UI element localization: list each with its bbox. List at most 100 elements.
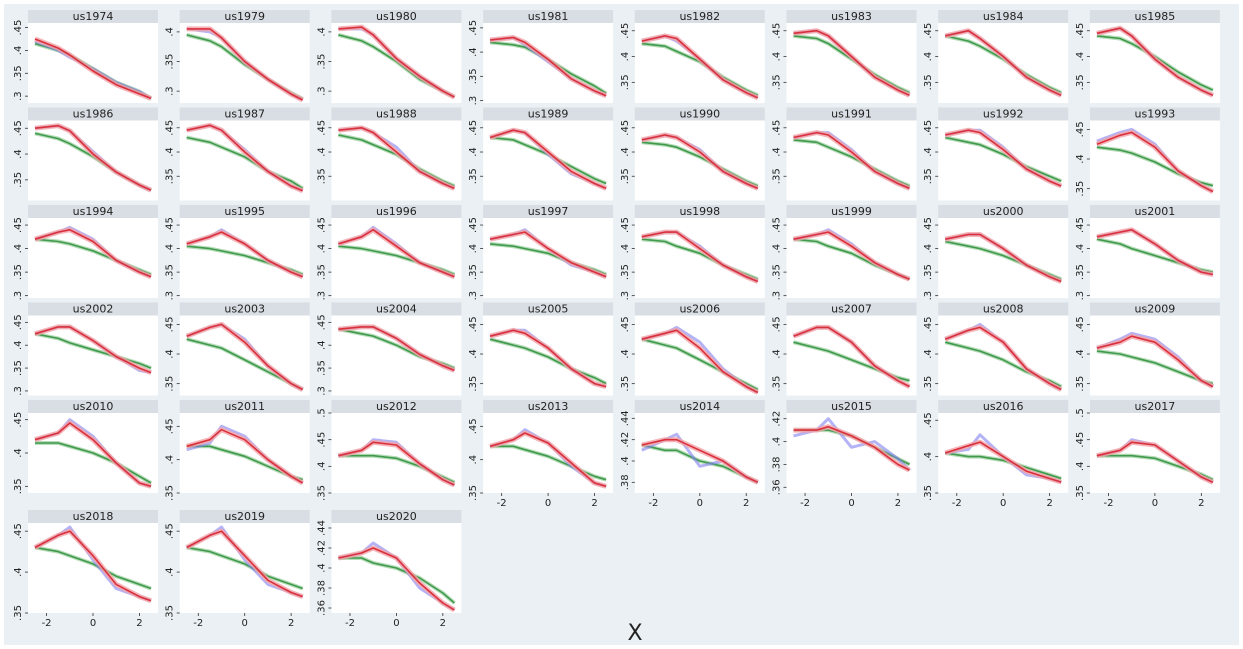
y-tick-label: .4 <box>316 147 327 157</box>
plot-area <box>1089 315 1220 396</box>
series-line <box>793 231 910 280</box>
panel: us2007 .35 .4 .45 <box>772 302 917 396</box>
y-tick-label: .45 <box>923 23 934 39</box>
y-tick-label: .45 <box>13 20 24 36</box>
series-line <box>34 546 152 590</box>
series-line <box>945 452 1062 480</box>
y-tick-label: .45 <box>468 316 479 332</box>
panel: us2004 .3 .35 .4 .45 <box>316 302 462 396</box>
y-tick-label: .45 <box>316 217 327 233</box>
panel-title: us1996 <box>376 205 417 218</box>
x-tick-label: 0 <box>90 618 96 629</box>
y-tick-label: .35 <box>620 376 631 392</box>
panel: us1987 .35 .4 .45 <box>165 107 310 201</box>
y-tick-label: .3 <box>620 291 631 301</box>
strip <box>786 400 917 413</box>
series-line <box>793 425 910 471</box>
y-tick-label: .45 <box>165 217 176 233</box>
panel: us2014 .38 .4 .42 .44 -2 0 2 <box>620 400 765 509</box>
y-tick-label: .3 <box>316 386 327 396</box>
series-line <box>641 338 759 391</box>
y-tick-label: .35 <box>13 360 24 376</box>
y-tick-label: .4 <box>772 52 783 62</box>
x-tick-label: -2 <box>497 498 507 509</box>
plot-area <box>331 218 462 298</box>
x-tick-label: 2 <box>591 498 597 509</box>
y-tick-label: .3 <box>165 291 176 301</box>
y-tick-label: .4 <box>468 147 479 157</box>
y-tick-label: .35 <box>13 65 24 81</box>
y-tick-label: .45 <box>923 120 934 136</box>
y-tick-label: .45 <box>13 412 24 428</box>
y-tick-label: .36 <box>316 600 327 616</box>
panel: us1998 .3 .35 .4 .45 <box>620 205 765 300</box>
panel-title: us2012 <box>376 400 417 413</box>
y-tick-label: .45 <box>165 523 176 539</box>
strip <box>179 302 310 316</box>
strip <box>483 400 614 413</box>
panel: us2015 .36 .38 .4 .42 -2 0 2 <box>772 400 917 509</box>
series-line <box>338 326 455 372</box>
panel: us1986 .35 .4 .45 <box>13 107 158 201</box>
x-tick-label: 2 <box>136 618 142 629</box>
y-tick-label: .4 <box>1075 349 1086 359</box>
y-tick-label: .4 <box>165 567 176 577</box>
x-tick-label: 2 <box>895 498 901 509</box>
y-tick-label: .4 <box>316 563 327 573</box>
strip <box>483 10 614 23</box>
y-tick-label: .45 <box>165 316 176 332</box>
strip <box>786 107 917 121</box>
y-tick-label: .45 <box>468 217 479 233</box>
y-tick-label: .4 <box>13 149 24 159</box>
y-tick-label: .42 <box>620 432 631 448</box>
x-tick-label: 0 <box>242 618 248 629</box>
strip <box>28 10 158 23</box>
series-line <box>945 233 1062 283</box>
series-line <box>338 547 455 611</box>
series-line <box>338 557 455 604</box>
strip <box>331 107 462 121</box>
series-line <box>34 333 152 369</box>
y-tick-label: .3 <box>13 291 24 301</box>
x-tick-label: 0 <box>1152 498 1158 509</box>
x-tick-label: -2 <box>193 618 203 629</box>
series-line <box>793 131 910 190</box>
y-tick-label: .4 <box>13 340 24 350</box>
y-tick-label: .35 <box>923 264 934 280</box>
series-line <box>944 326 1062 391</box>
y-tick-label: .45 <box>772 23 783 39</box>
strip <box>1089 10 1220 23</box>
panel-title: us2010 <box>73 400 114 413</box>
series-line <box>186 136 304 190</box>
strip <box>938 400 1069 413</box>
x-tick-label: 2 <box>288 618 294 629</box>
x-tick-label: 2 <box>1198 498 1204 509</box>
panel: us1997 .3 .35 .4 .45 <box>468 205 614 300</box>
y-tick-label: .35 <box>165 264 176 280</box>
y-tick-label: .45 <box>1075 23 1086 39</box>
panel: us1992 .35 .4 .45 <box>923 107 1069 201</box>
panel-title: us1997 <box>528 205 569 218</box>
y-tick-label: .35 <box>468 68 479 84</box>
panel: us2017 .35 .4 .45 .5 -2 0 2 <box>1075 400 1220 509</box>
y-tick-label: .35 <box>468 376 479 392</box>
series-line <box>1096 146 1214 187</box>
strip <box>786 205 917 218</box>
panel: us2019 .35 .4 .45 -2 0 2 <box>165 510 310 629</box>
panel: us1989 .35 .4 .45 <box>468 107 614 201</box>
y-tick-label: .4 <box>923 244 934 254</box>
panel-title: us2015 <box>831 400 872 413</box>
panel-title: us2002 <box>73 303 114 316</box>
strip <box>483 205 614 218</box>
series-line <box>489 432 607 488</box>
x-tick-label: 0 <box>1000 498 1006 509</box>
y-tick-label: .45 <box>13 120 24 136</box>
y-tick-label: .3 <box>923 291 934 301</box>
y-tick-label: .35 <box>1075 485 1086 501</box>
strip <box>28 510 158 523</box>
y-tick-label: .4 <box>620 52 631 62</box>
y-tick-label: .4 <box>13 244 24 254</box>
y-tick-label: .4 <box>165 27 176 37</box>
x-tick-label: 2 <box>1046 498 1052 509</box>
y-tick-label: .4 <box>620 456 631 466</box>
